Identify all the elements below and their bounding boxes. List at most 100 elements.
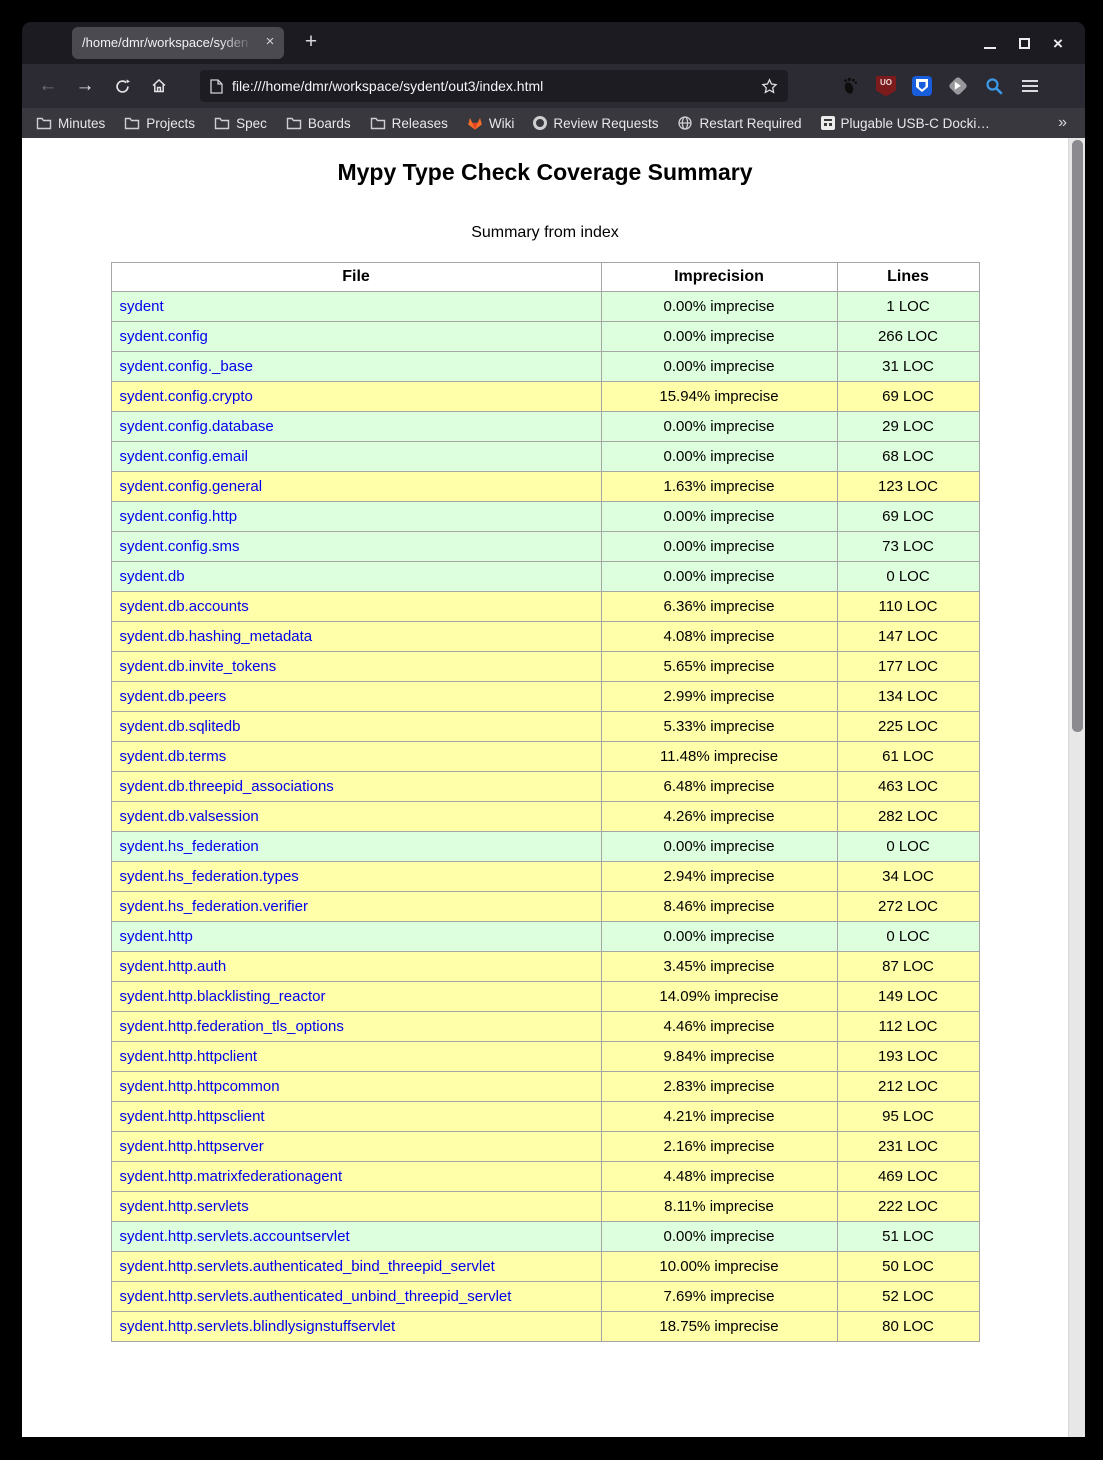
bitwarden-icon[interactable]	[908, 72, 936, 100]
file-link[interactable]: sydent.http.servlets.authenticated_bind_…	[119, 1258, 495, 1275]
tab-title: /home/dmr/workspace/syden	[82, 35, 249, 50]
bookmark-spec[interactable]: Spec	[214, 116, 267, 131]
file-link[interactable]: sydent	[119, 298, 164, 315]
table-row: sydent.http.servlets 8.11% imprecise 222 L…	[110, 1191, 980, 1222]
table-row: sydent.http.blacklisting_reactor 14.09% i…	[110, 981, 980, 1012]
file-link[interactable]: sydent.http.httpclient	[119, 1048, 258, 1065]
table-row: sydent.config 0.00% imprecise 266 LOC	[110, 321, 980, 352]
file-link[interactable]: sydent.config.sms	[119, 538, 240, 555]
imprecision-cell: 2.99% imprecise	[600, 681, 838, 712]
extension-area: UO	[828, 72, 1044, 100]
url-input[interactable]: file:///home/dmr/workspace/sydent/out3/i…	[200, 70, 788, 102]
file-link[interactable]: sydent.db.peers	[119, 688, 227, 705]
file-link[interactable]: sydent.http.matrixfederationagent	[119, 1168, 343, 1185]
browser-tab[interactable]: /home/dmr/workspace/syden ×	[72, 27, 284, 59]
imprecision-cell: 9.84% imprecise	[600, 1041, 838, 1072]
file-link[interactable]: sydent.config.crypto	[119, 388, 253, 405]
file-link[interactable]: sydent.config.general	[119, 478, 263, 495]
imprecision-cell: 4.26% imprecise	[600, 801, 838, 832]
file-link[interactable]: sydent.hs_federation	[119, 838, 259, 855]
close-button[interactable]: ×	[1053, 33, 1063, 53]
table-row: sydent.http.servlets.authenticated_bind_…	[110, 1251, 980, 1282]
imprecision-cell: 5.33% imprecise	[600, 711, 838, 742]
tab-close-icon[interactable]: ×	[265, 33, 275, 50]
file-link[interactable]: sydent.db.invite_tokens	[119, 658, 277, 675]
page-icon	[210, 78, 223, 94]
table-row: sydent.http 0.00% imprecise 0 LOC	[110, 921, 980, 952]
file-link[interactable]: sydent.http.blacklisting_reactor	[119, 988, 326, 1005]
bookmark-restart-required[interactable]: Restart Required	[677, 115, 802, 131]
lines-cell: 1 LOC	[836, 291, 980, 322]
file-link[interactable]: sydent.http.servlets.blindlysignstuffser…	[119, 1318, 396, 1335]
search-icon[interactable]	[980, 72, 1008, 100]
extension-diamond-icon[interactable]	[944, 72, 972, 100]
vertical-scrollbar[interactable]	[1068, 138, 1085, 1437]
file-link[interactable]: sydent.http.federation_tls_options	[119, 1018, 344, 1035]
file-link[interactable]: sydent.hs_federation.types	[119, 868, 299, 885]
column-header-file: File	[110, 262, 602, 292]
file-link[interactable]: sydent.http.servlets.authenticated_unbin…	[119, 1288, 512, 1305]
minimize-button[interactable]	[973, 28, 1007, 58]
table-row: sydent.config.general 1.63% imprecise 123 …	[110, 471, 980, 502]
ublock-origin-icon[interactable]: UO	[872, 72, 900, 100]
bookmark-minutes[interactable]: Minutes	[36, 116, 105, 131]
lines-cell: 61 LOC	[836, 741, 980, 772]
file-link[interactable]: sydent.config.database	[119, 418, 274, 435]
forward-button[interactable]: →	[75, 75, 95, 96]
file-link[interactable]: sydent.config.http	[119, 508, 238, 525]
new-tab-button[interactable]: +	[304, 30, 318, 53]
file-link[interactable]: sydent.db.terms	[119, 748, 227, 765]
bookmarks-overflow-chevron[interactable]: »	[1058, 114, 1067, 131]
menu-hamburger-icon[interactable]	[1016, 72, 1044, 100]
reload-button[interactable]	[108, 72, 136, 100]
table-row: sydent.db.sqlitedb 5.33% imprecise 225 LOC	[110, 711, 980, 742]
lines-cell: 149 LOC	[836, 981, 980, 1012]
file-link[interactable]: sydent.http.httpsclient	[119, 1108, 265, 1125]
file-link[interactable]: sydent.http	[119, 928, 193, 945]
bookmark-plugable[interactable]: Plugable USB-C Docki…	[820, 116, 990, 131]
table-row: sydent.config.sms 0.00% imprecise 73 LOC	[110, 531, 980, 562]
url-text: file:///home/dmr/workspace/sydent/out3/i…	[232, 78, 544, 94]
imprecision-cell: 15.94% imprecise	[600, 381, 838, 412]
table-row: sydent.http.servlets.blindlysignstuffser…	[110, 1311, 980, 1342]
file-link[interactable]: sydent.db.valsession	[119, 808, 259, 825]
imprecision-cell: 10.00% imprecise	[600, 1251, 838, 1282]
home-icon	[152, 78, 166, 93]
file-link[interactable]: sydent.http.httpcommon	[119, 1078, 280, 1095]
lines-cell: 134 LOC	[836, 681, 980, 712]
imprecision-cell: 0.00% imprecise	[600, 441, 838, 472]
file-link[interactable]: sydent.config.email	[119, 448, 248, 465]
file-link[interactable]: sydent.http.servlets	[119, 1198, 249, 1215]
file-link[interactable]: sydent.db.accounts	[119, 598, 249, 615]
file-link[interactable]: sydent.http.httpserver	[119, 1138, 264, 1155]
maximize-button[interactable]	[1007, 28, 1041, 58]
bookmark-review-requests[interactable]: Review Requests	[533, 116, 658, 131]
file-link[interactable]: sydent.config	[119, 328, 208, 345]
bookmark-releases[interactable]: Releases	[370, 116, 448, 131]
table-row: sydent.db.valsession 4.26% imprecise 282 L…	[110, 801, 980, 832]
page-title: Mypy Type Check Coverage Summary	[337, 159, 753, 185]
table-header-row: File Imprecision Lines	[110, 262, 980, 292]
lines-cell: 51 LOC	[836, 1221, 980, 1252]
file-link[interactable]: sydent.config._base	[119, 358, 253, 375]
scrollbar-thumb[interactable]	[1072, 140, 1083, 732]
back-button[interactable]: ←	[38, 75, 58, 96]
file-link[interactable]: sydent.db.threepid_associations	[119, 778, 334, 795]
bookmark-wiki[interactable]: Wiki	[467, 115, 514, 131]
bookmark-projects[interactable]: Projects	[124, 116, 195, 131]
bookmark-boards[interactable]: Boards	[286, 116, 351, 131]
table-row: sydent.http.httpclient 9.84% imprecise 193…	[110, 1041, 980, 1072]
file-link[interactable]: sydent.db.sqlitedb	[119, 718, 241, 735]
bookmark-star-icon[interactable]	[761, 77, 778, 95]
lines-cell: 31 LOC	[836, 351, 980, 382]
home-button[interactable]	[145, 72, 173, 100]
lines-cell: 193 LOC	[836, 1041, 980, 1072]
table-row: sydent.db.invite_tokens 5.65% imprecise 17…	[110, 651, 980, 682]
file-link[interactable]: sydent.http.servlets.accountservlet	[119, 1228, 350, 1245]
gnome-foot-icon[interactable]	[836, 72, 864, 100]
file-link[interactable]: sydent.http.auth	[119, 958, 227, 975]
table-row: sydent.db 0.00% imprecise 0 LOC	[110, 561, 980, 592]
file-link[interactable]: sydent.db	[119, 568, 185, 585]
file-link[interactable]: sydent.hs_federation.verifier	[119, 898, 308, 915]
file-link[interactable]: sydent.db.hashing_metadata	[119, 628, 313, 645]
